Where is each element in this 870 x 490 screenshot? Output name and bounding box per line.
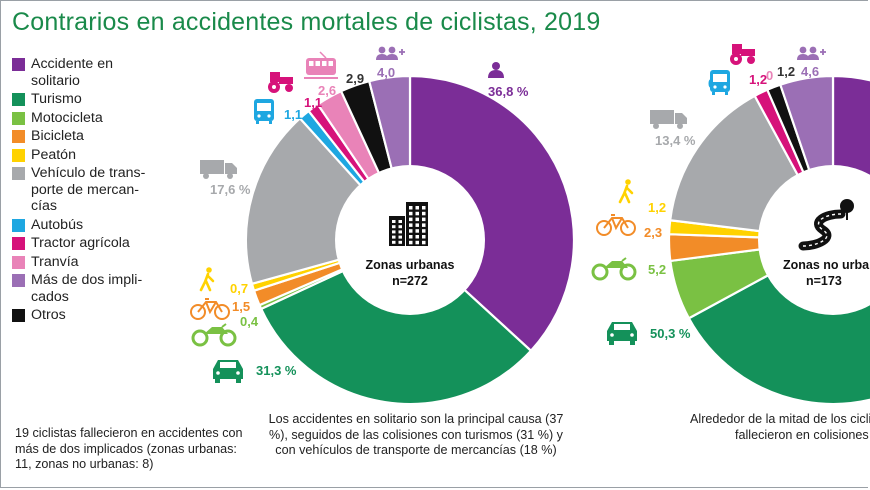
group-icon — [376, 46, 405, 60]
legend: Accidente en solitario Turismo Motocicleta B… — [12, 56, 187, 326]
legend-item: Otros — [12, 307, 187, 324]
value-label: 2,9 — [346, 71, 364, 86]
value-label: 1,2 — [749, 72, 767, 87]
legend-item: Tranvía — [12, 254, 187, 271]
value-label: 5,2 — [648, 262, 666, 277]
value-label: 13,4 % — [655, 133, 696, 148]
legend-label: Turismo — [31, 91, 82, 107]
truck-icon — [650, 110, 687, 129]
center-title: Zonas no urbanas — [783, 258, 870, 272]
pie-slice — [259, 238, 533, 406]
value-label: 2,3 — [644, 225, 662, 240]
tractor-icon — [730, 44, 755, 65]
legend-item: Vehículo de trans-porte de mercan-cías — [12, 165, 187, 215]
center-title: Zonas urbanas — [366, 258, 455, 272]
pie-labels: Zonas urbanas n=272 Zonas no urbanas n=173 3… — [210, 64, 870, 378]
value-label: 4,6 — [801, 64, 819, 79]
legend-label: Otros — [31, 307, 66, 323]
legend-item: Motocicleta — [12, 110, 187, 127]
bus-icon — [710, 70, 730, 95]
value-label: 0 — [766, 68, 773, 83]
bicycle-icon — [596, 214, 636, 236]
car-icon — [213, 360, 243, 383]
category-icons — [190, 44, 826, 383]
center-count: n=173 — [806, 274, 842, 288]
legend-swatch — [12, 148, 25, 162]
pie-nonurban — [667, 74, 870, 406]
value-label: 17,6 % — [210, 182, 251, 197]
value-label: 50,3 % — [650, 326, 691, 341]
legend-item: Autobús — [12, 217, 187, 234]
legend-swatch — [12, 167, 25, 180]
building-icon — [389, 202, 428, 246]
value-label: 1,1 — [284, 107, 302, 122]
legend-label: Accidente en solitario — [31, 56, 114, 89]
pedestrian-icon — [199, 267, 215, 292]
center-count: n=272 — [392, 274, 428, 288]
value-label: 1,2 — [648, 200, 666, 215]
footnote: 19 ciclistas fallecieron en accidentes c… — [15, 426, 243, 471]
legend-swatch — [12, 274, 25, 287]
motorcycle-icon — [591, 257, 637, 281]
legend-item: Peatón — [12, 147, 187, 164]
legend-swatch — [12, 255, 25, 269]
legend-label: Más de dos impli-cados — [31, 272, 143, 305]
legend-label: Motocicleta — [31, 109, 103, 126]
legend-label: Tractor agrícola — [31, 235, 130, 251]
tram-icon — [304, 51, 338, 79]
legend-swatch — [12, 309, 25, 322]
pie-slice — [687, 188, 870, 406]
value-label: 1,1 — [304, 95, 322, 110]
pie-slice — [408, 74, 576, 353]
legend-item: Accidente en solitario — [12, 56, 187, 89]
legend-swatch — [12, 58, 25, 71]
pie-urban — [244, 74, 576, 406]
motorcycle-icon — [191, 323, 237, 347]
bicycle-icon — [190, 298, 230, 320]
legend-swatch — [12, 93, 25, 106]
legend-item: Turismo — [12, 91, 187, 108]
pedestrian-icon — [618, 179, 634, 204]
value-label: 31,3 % — [256, 363, 297, 378]
legend-item: Bicicleta — [12, 128, 187, 145]
legend-label: Tranvía — [31, 253, 79, 270]
value-label: 1,5 — [232, 299, 250, 314]
legend-label: Bicicleta — [31, 128, 84, 144]
car-icon — [607, 322, 637, 345]
truck-icon — [200, 160, 237, 179]
road-icon — [798, 199, 854, 251]
group-icon — [797, 46, 826, 60]
tractor-icon — [268, 72, 293, 93]
legend-label: Vehículo de trans-porte de mercan-cías — [31, 165, 146, 214]
value-label: 0,4 — [240, 314, 259, 329]
value-label: 36,8 % — [488, 84, 529, 99]
legend-label: Peatón — [31, 146, 76, 163]
person-icon — [488, 62, 504, 78]
value-label: 2,6 — [318, 83, 336, 98]
bus-icon — [254, 99, 274, 124]
legend-swatch — [12, 111, 25, 125]
value-label: 0,7 — [230, 281, 248, 296]
value-label: 4,0 — [377, 65, 395, 80]
legend-label: Autobús — [31, 216, 84, 233]
legend-item: Más de dos impli-cados — [12, 272, 187, 305]
caption-nonurban: Alrededor de la mitad de los ciclistas f… — [690, 412, 870, 443]
caption-urban: Los accidentes en solitario son la princ… — [268, 412, 564, 457]
legend-swatch — [12, 218, 25, 232]
legend-swatch — [12, 237, 25, 250]
chart-title: Contrarios en accidentes mortales de cic… — [12, 8, 601, 36]
legend-item: Tractor agrícola — [12, 235, 187, 252]
value-label: 1,2 — [777, 64, 795, 79]
legend-swatch — [12, 130, 25, 143]
caption-nonurban-line2: fallecieron en colisiones co — [735, 427, 870, 442]
caption-nonurban-line1: Alrededor de la mitad de los ciclistas — [690, 412, 870, 426]
